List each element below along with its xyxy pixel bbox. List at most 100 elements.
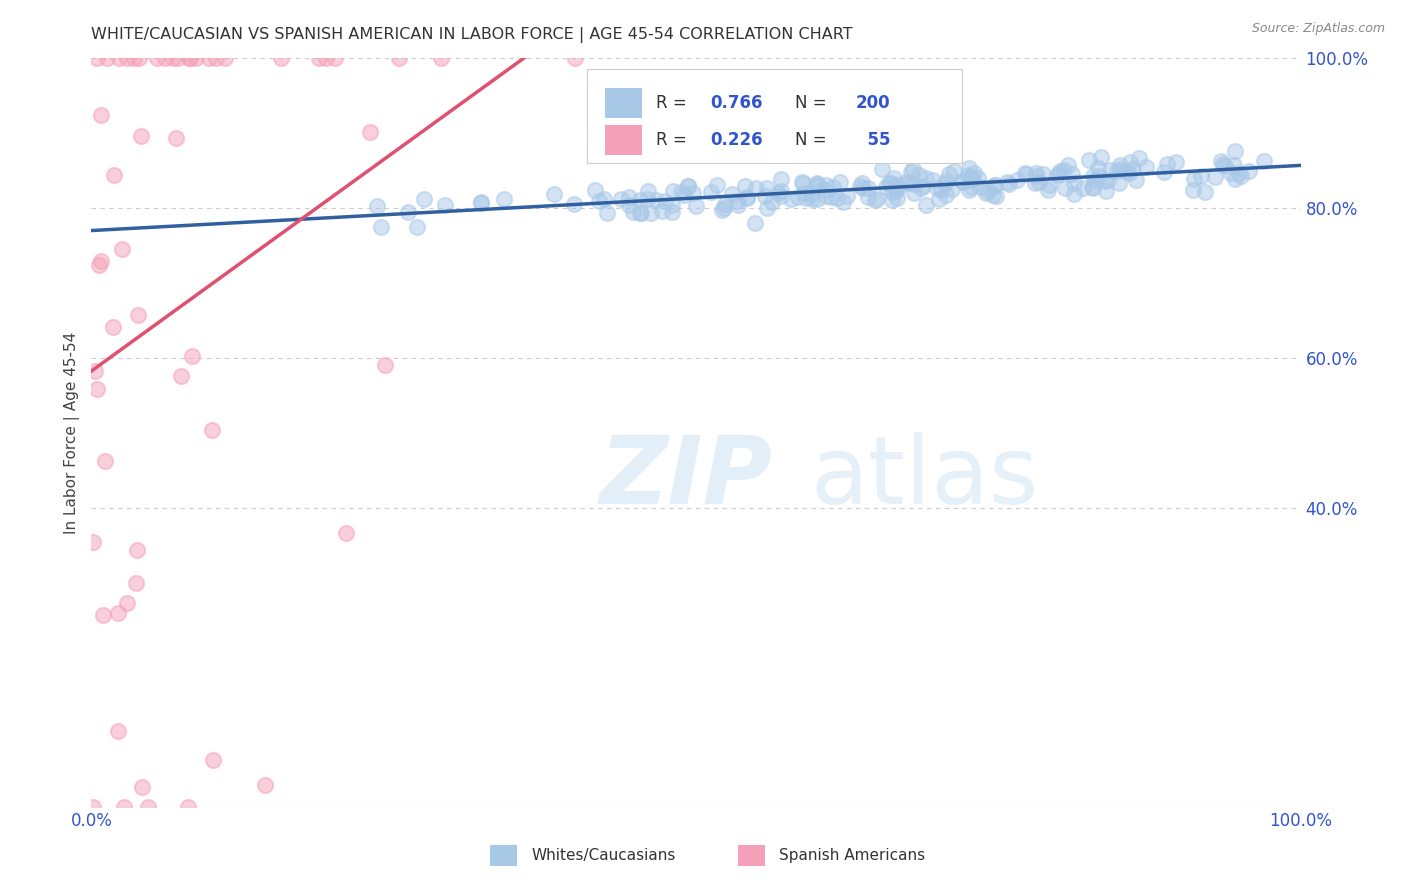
Point bbox=[814, 178, 837, 192]
Text: 200: 200 bbox=[856, 94, 890, 112]
Point bbox=[661, 198, 683, 212]
Point bbox=[935, 174, 957, 188]
Point bbox=[928, 192, 950, 206]
Point bbox=[887, 181, 910, 195]
Point bbox=[1098, 163, 1121, 178]
Point bbox=[835, 189, 858, 203]
Point bbox=[651, 204, 673, 219]
Point bbox=[1135, 160, 1157, 174]
Point bbox=[184, 51, 207, 65]
Point bbox=[1108, 158, 1130, 172]
Point bbox=[1024, 176, 1046, 190]
Point bbox=[308, 51, 330, 65]
Point bbox=[131, 129, 153, 144]
Text: WHITE/CAUCASIAN VS SPANISH AMERICAN IN LABOR FORCE | AGE 45-54 CORRELATION CHART: WHITE/CAUCASIAN VS SPANISH AMERICAN IN L… bbox=[91, 27, 853, 43]
Point bbox=[1014, 166, 1036, 180]
Point bbox=[851, 176, 873, 190]
Point bbox=[205, 51, 228, 65]
Point bbox=[90, 107, 112, 121]
Point bbox=[107, 51, 129, 65]
Point bbox=[1015, 167, 1038, 181]
Text: 0.766: 0.766 bbox=[710, 94, 763, 112]
Point bbox=[630, 206, 652, 220]
Point bbox=[866, 192, 889, 206]
Point bbox=[637, 192, 659, 206]
Text: 0.226: 0.226 bbox=[710, 131, 763, 149]
Point bbox=[1071, 181, 1094, 195]
Point bbox=[1227, 166, 1250, 180]
Point bbox=[792, 175, 814, 189]
Point bbox=[588, 194, 610, 208]
Point bbox=[755, 201, 778, 215]
Point bbox=[676, 178, 699, 193]
Point bbox=[685, 199, 707, 213]
Point bbox=[1181, 183, 1204, 197]
Point bbox=[828, 175, 851, 189]
Point bbox=[1229, 169, 1251, 184]
Point bbox=[335, 526, 357, 541]
Point bbox=[1036, 183, 1059, 197]
Point bbox=[974, 186, 997, 200]
Point bbox=[806, 176, 828, 190]
Point bbox=[1108, 176, 1130, 190]
Point bbox=[1213, 159, 1236, 173]
Point bbox=[82, 800, 104, 814]
Point bbox=[883, 171, 905, 186]
Point bbox=[1166, 154, 1188, 169]
Point bbox=[1083, 173, 1105, 187]
Point bbox=[470, 195, 492, 210]
Point bbox=[1105, 164, 1128, 178]
Point bbox=[983, 178, 1005, 192]
Point bbox=[1038, 178, 1060, 192]
Point bbox=[706, 178, 728, 192]
Point bbox=[998, 177, 1021, 191]
Point bbox=[86, 382, 108, 396]
Point bbox=[1081, 169, 1104, 183]
Point bbox=[96, 51, 118, 65]
Point bbox=[1223, 171, 1246, 186]
Point bbox=[494, 193, 516, 207]
Point bbox=[661, 204, 683, 219]
Bar bbox=[491, 846, 517, 866]
Point bbox=[654, 194, 676, 208]
Point bbox=[734, 178, 756, 193]
Point bbox=[792, 176, 814, 190]
Point bbox=[887, 178, 910, 192]
Point bbox=[197, 51, 219, 65]
Bar bbox=[605, 126, 641, 155]
Point bbox=[903, 186, 925, 200]
Point bbox=[1025, 169, 1047, 184]
Point bbox=[1204, 169, 1226, 184]
Point bbox=[950, 173, 973, 187]
Point bbox=[754, 189, 776, 203]
Point bbox=[1057, 158, 1080, 172]
Point bbox=[827, 191, 849, 205]
Point bbox=[957, 161, 980, 176]
Point bbox=[852, 180, 875, 194]
Point bbox=[1045, 169, 1067, 183]
Point bbox=[1189, 169, 1212, 183]
Point bbox=[90, 253, 112, 268]
Point bbox=[671, 185, 693, 199]
Point bbox=[84, 363, 107, 377]
Text: N =: N = bbox=[796, 94, 832, 112]
Point bbox=[1025, 165, 1047, 179]
Point bbox=[886, 191, 908, 205]
Point bbox=[1007, 173, 1029, 187]
Point bbox=[943, 164, 966, 178]
Point bbox=[1194, 185, 1216, 199]
Point bbox=[166, 51, 188, 65]
Point bbox=[856, 181, 879, 195]
Point bbox=[1094, 174, 1116, 188]
Point bbox=[929, 183, 952, 197]
Point bbox=[543, 186, 565, 201]
Point bbox=[676, 179, 699, 194]
Point bbox=[770, 172, 793, 186]
Point bbox=[1063, 176, 1085, 190]
Point bbox=[323, 51, 346, 65]
Point bbox=[806, 178, 828, 193]
Point bbox=[984, 189, 1007, 203]
Point bbox=[359, 125, 381, 139]
Text: 55: 55 bbox=[856, 131, 890, 149]
Point bbox=[877, 176, 900, 190]
